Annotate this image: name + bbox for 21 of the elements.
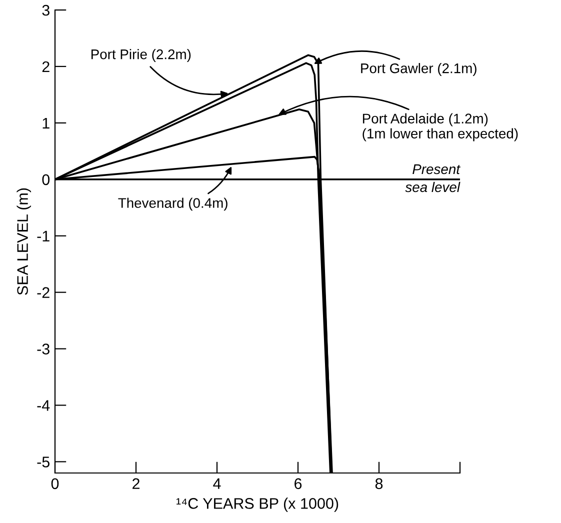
x-tick-label: 8 [375,478,383,490]
x-axis-title: ¹⁴C YEARS BP (x 1000) [176,498,338,512]
annotation: Port Gawler (2.1m) [361,63,476,76]
y-tick-label: -4 [37,400,50,411]
x-tick-label: 4 [213,478,221,489]
y-axis-title: SEA LEVEL (m) [16,188,31,295]
annotation: Port Adelaide (1.2m) (1m lower than expected) [362,113,518,142]
y-tick-label: -2 [37,287,50,298]
x-tick-label: 2 [132,478,140,489]
y-tick-label: 2 [42,61,50,72]
annotation: Port Pirie (2.2m) [91,49,191,62]
y-tick-label: -3 [37,344,50,354]
x-tick-label: 0 [51,478,59,490]
ref-line-label: Present sea level [405,164,460,192]
annotation: Thevenard (0.4m) [118,198,228,211]
x-tick-label: 6 [294,478,302,490]
y-tick-label: -5 [37,456,50,468]
y-tick-label: 1 [42,118,50,128]
y-tick-label: 0 [42,174,50,186]
y-tick-label: -1 [37,230,50,242]
y-tick-label: 3 [42,4,50,16]
